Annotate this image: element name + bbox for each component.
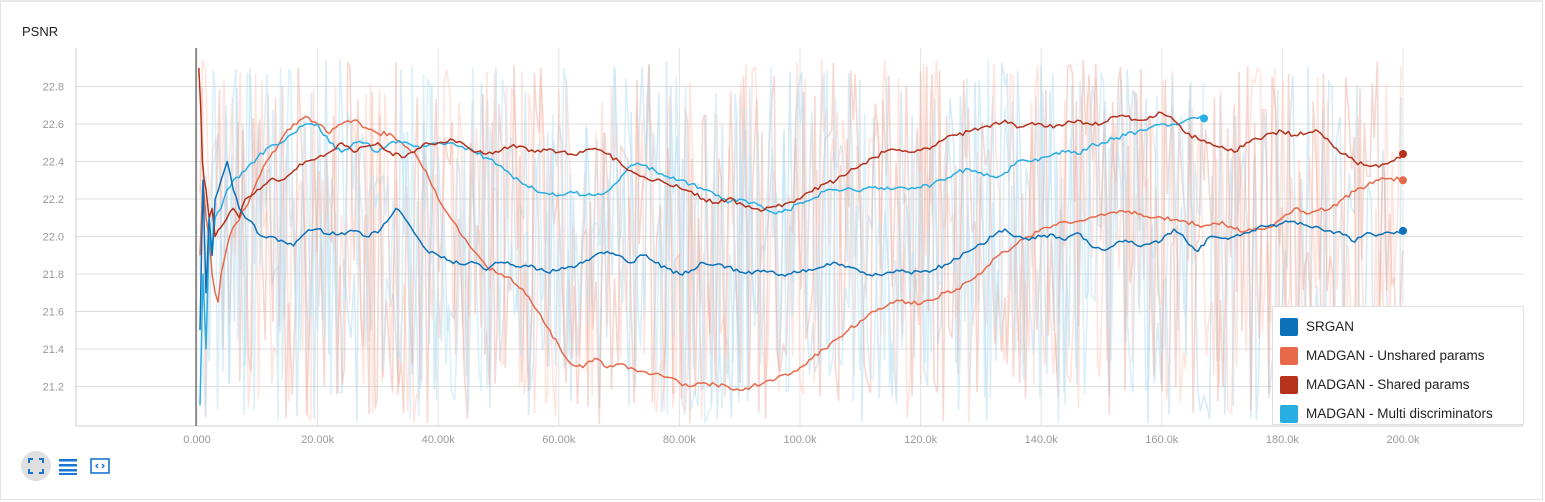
legend-label: MADGAN - Multi discriminators [1306,406,1493,421]
chart-frame [75,48,1523,427]
x-tick-label: 180.0k [1266,434,1300,446]
y-tick-label: 21.2 [43,382,64,394]
legend-swatch [1280,404,1298,423]
x-tick-label: 140.0k [1025,434,1059,446]
legend-item: MADGAN - Multi discriminators [1280,399,1523,428]
legend-label: MADGAN - Unshared params [1306,348,1485,363]
chart-toolbar [21,451,117,481]
series-end-point [1399,150,1407,158]
legend-label: MADGAN - Shared params [1306,377,1470,392]
legend-item: SRGAN [1280,312,1523,341]
raw-trace [199,58,1402,423]
legend-swatch [1280,317,1298,336]
x-tick-label: 40.00k [422,434,456,446]
series-line [199,160,1404,331]
select-region-icon [90,458,110,474]
x-tick-label: 60.00k [542,434,576,446]
raw-series-layer [199,58,1404,424]
legend-swatch [1280,346,1298,365]
chart-title: PSNR [22,24,59,39]
smoothed-series-layer [198,67,1407,406]
y-tick-label: 21.6 [43,307,64,319]
log-scale-icon [59,459,77,475]
x-tick-label: 20.00k [301,434,335,446]
x-tick-label: 0.000 [183,434,211,446]
series-end-point [1200,114,1209,123]
x-tick-label: 80.00k [663,434,697,446]
y-tick-label: 21.8 [43,269,64,281]
x-tick-label: 120.0k [904,434,938,446]
series-end-point [1399,176,1407,185]
y-tick-label: 22.2 [43,194,64,206]
chart-legend: SRGAN MADGAN - Unshared params MADGAN - Sh… [1272,306,1524,425]
fit-to-data-button[interactable] [21,451,51,481]
legend-swatch [1280,375,1298,394]
y-tick-label: 22.6 [43,119,64,131]
legend-item: MADGAN - Unshared params [1280,341,1523,370]
series-line [198,67,1404,238]
chart-tick-labels: 21.2 21.4 21.6 21.8 22.0 22.2 22.4 22.6 22.8 0.00… [43,82,1420,447]
x-tick-label: 100.0k [783,434,817,446]
y-tick-label: 21.4 [43,344,64,356]
fit-to-data-icon [28,458,44,474]
x-tick-label: 160.0k [1145,434,1179,446]
y-tick-label: 22.4 [43,157,64,169]
x-tick-label: 200.0k [1386,434,1420,446]
series-end-point [1399,226,1407,235]
raw-trace [199,58,1205,424]
log-scale-button[interactable] [53,451,83,481]
y-tick-label: 22.0 [43,232,64,244]
select-region-button[interactable] [85,451,115,481]
series-line [199,115,1205,406]
legend-item: MADGAN - Shared params [1280,370,1523,399]
y-tick-label: 22.8 [43,82,64,94]
legend-label: SRGAN [1306,319,1355,334]
